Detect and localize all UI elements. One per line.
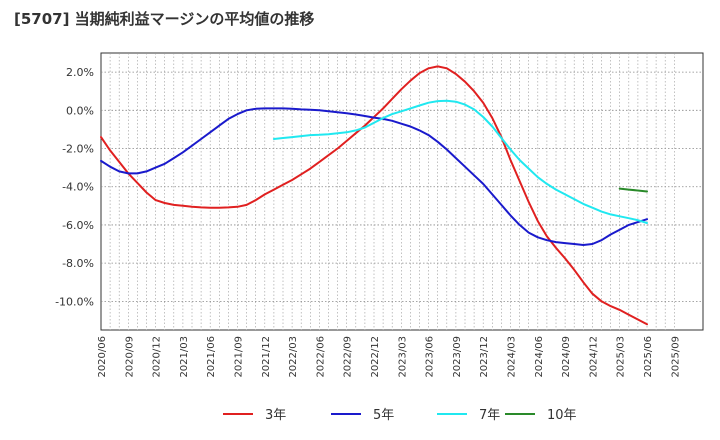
series-line-3 — [272, 99, 648, 224]
legend-label: 3年 — [265, 408, 286, 423]
x-tick-label: 2025/06 — [643, 336, 654, 378]
x-tick-label: 2024/12 — [588, 336, 599, 378]
x-tick-label: 2022/03 — [288, 336, 299, 378]
x-tick-label: 2022/09 — [343, 336, 354, 378]
x-tick-label: 2022/06 — [315, 336, 326, 378]
series-line-2 — [100, 107, 648, 246]
y-tick-label: -6.0% — [62, 219, 94, 232]
x-tick-label: 2024/03 — [507, 336, 518, 378]
x-tick-label: 2021/03 — [179, 336, 190, 378]
y-tick-label: 2.0% — [66, 66, 94, 79]
x-tick-label: 2023/09 — [452, 336, 463, 378]
y-tick-label: 0.0% — [66, 104, 94, 117]
chart-title: [5707] 当期純利益マージンの平均値の推移 — [14, 10, 315, 28]
grid — [100, 52, 704, 331]
x-tick-label: 2023/06 — [425, 336, 436, 378]
axes: 2.0% 0.0% -2.0% -4.0% -6.0% -8.0% -10.0% 2020/0… — [55, 66, 681, 377]
legend-label: 7年 — [479, 408, 500, 423]
x-tick-label: 2020/12 — [152, 336, 163, 378]
x-tick-label: 2020/06 — [97, 336, 108, 378]
y-tick-label: -4.0% — [62, 181, 94, 194]
legend-label: 10年 — [547, 408, 577, 423]
x-tick-label: 2020/09 — [124, 336, 135, 378]
x-tick-label: 2025/03 — [616, 336, 627, 378]
y-tick-label: -2.0% — [62, 143, 94, 156]
y-tick-label: -8.0% — [62, 257, 94, 270]
x-tick-label: 2024/06 — [534, 336, 545, 378]
x-tick-label: 2025/09 — [670, 336, 681, 378]
legend: 3年 5年 7年 10年 — [223, 408, 577, 423]
x-tick-label: 2021/09 — [234, 336, 245, 378]
x-tick-label: 2021/06 — [206, 336, 217, 378]
series-line-4 — [618, 187, 648, 193]
y-tick-label: -10.0% — [55, 295, 94, 308]
x-tick-label: 2022/12 — [370, 336, 381, 378]
x-tick-label: 2024/09 — [561, 336, 572, 378]
x-tick-label: 2023/12 — [479, 336, 490, 378]
x-tick-label: 2021/12 — [261, 336, 272, 378]
series-lines — [100, 65, 648, 326]
plot-frame — [100, 52, 704, 331]
legend-label: 5年 — [373, 408, 394, 423]
x-tick-label: 2023/03 — [397, 336, 408, 378]
